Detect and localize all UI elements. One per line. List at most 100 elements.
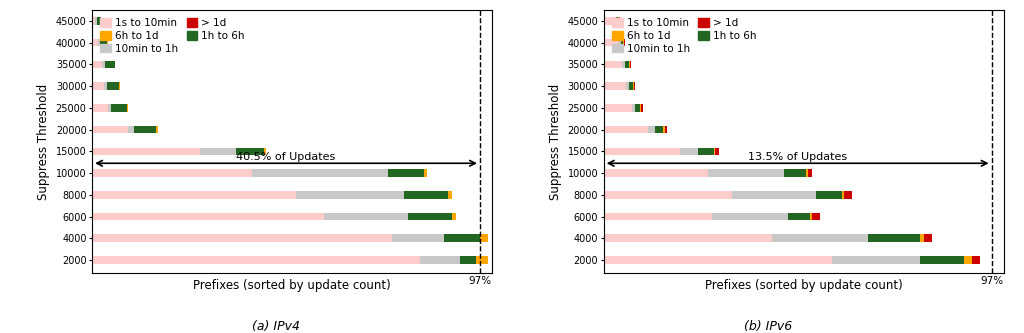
Bar xyxy=(604,191,732,198)
Bar xyxy=(808,169,812,177)
Bar xyxy=(92,256,420,264)
Bar xyxy=(714,148,716,155)
Bar xyxy=(613,17,616,25)
Bar xyxy=(127,104,128,112)
Bar xyxy=(324,213,408,220)
Bar xyxy=(629,82,633,90)
Bar xyxy=(663,126,665,134)
Text: 13.5% of Updates: 13.5% of Updates xyxy=(749,152,847,162)
Bar xyxy=(787,213,810,220)
Bar xyxy=(476,256,487,264)
Bar xyxy=(806,169,808,177)
Bar xyxy=(617,39,621,46)
Bar xyxy=(452,213,456,220)
Bar xyxy=(712,213,787,220)
Legend: 1s to 10min, 6h to 1d, 10min to 1h, > 1d, 1h to 6h: 1s to 10min, 6h to 1d, 10min to 1h, > 1d… xyxy=(97,15,248,57)
Bar xyxy=(104,61,115,68)
Bar xyxy=(867,234,920,242)
Bar xyxy=(665,126,667,134)
Bar xyxy=(920,256,964,264)
Text: (b) IPv6: (b) IPv6 xyxy=(743,320,793,333)
X-axis label: Prefixes (sorted by update count): Prefixes (sorted by update count) xyxy=(194,279,391,292)
Bar xyxy=(924,234,932,242)
Bar xyxy=(844,191,852,198)
Bar xyxy=(635,104,640,112)
Text: 40.5% of Updates: 40.5% of Updates xyxy=(237,152,336,162)
Bar xyxy=(447,191,452,198)
Bar xyxy=(708,169,783,177)
Bar xyxy=(697,148,714,155)
Bar xyxy=(460,256,476,264)
Bar xyxy=(842,191,844,198)
Bar xyxy=(92,82,104,90)
Bar xyxy=(772,234,867,242)
Bar xyxy=(604,104,632,112)
Bar xyxy=(625,61,629,68)
Bar xyxy=(972,256,980,264)
Bar xyxy=(424,169,427,177)
Bar xyxy=(732,191,816,198)
Bar xyxy=(104,82,106,90)
Bar xyxy=(92,126,128,134)
Bar xyxy=(128,126,134,134)
Bar xyxy=(964,256,972,264)
Bar xyxy=(604,213,712,220)
Bar xyxy=(604,126,648,134)
Bar xyxy=(641,104,643,112)
Bar xyxy=(604,61,622,68)
Bar xyxy=(831,256,920,264)
Legend: 1s to 10min, 6h to 1d, 10min to 1h, > 1d, 1h to 6h: 1s to 10min, 6h to 1d, 10min to 1h, > 1d… xyxy=(609,15,760,57)
Bar xyxy=(626,82,629,90)
Bar xyxy=(810,213,812,220)
Bar xyxy=(444,234,480,242)
Bar xyxy=(604,17,613,25)
Y-axis label: Suppress Threshold: Suppress Threshold xyxy=(37,83,50,200)
Bar xyxy=(92,191,296,198)
Bar xyxy=(200,148,237,155)
Bar xyxy=(480,234,487,242)
X-axis label: Prefixes (sorted by update count): Prefixes (sorted by update count) xyxy=(705,279,902,292)
Text: 97%: 97% xyxy=(980,276,1004,286)
Bar xyxy=(633,82,634,90)
Bar xyxy=(96,17,100,25)
Bar xyxy=(640,104,641,112)
Bar xyxy=(100,39,108,46)
Bar xyxy=(604,169,708,177)
Bar xyxy=(92,213,324,220)
Bar xyxy=(604,39,617,46)
Bar xyxy=(106,82,119,90)
Bar xyxy=(92,104,109,112)
Bar xyxy=(655,126,663,134)
Bar xyxy=(92,17,95,25)
Bar xyxy=(92,61,102,68)
Bar xyxy=(604,82,626,90)
Bar xyxy=(296,191,403,198)
Bar xyxy=(392,234,444,242)
Bar xyxy=(112,104,127,112)
Bar xyxy=(622,61,625,68)
Bar xyxy=(420,256,460,264)
Bar xyxy=(109,104,112,112)
Bar xyxy=(621,39,624,46)
Bar xyxy=(816,191,842,198)
Bar xyxy=(716,148,719,155)
Bar xyxy=(102,61,104,68)
Bar xyxy=(812,213,819,220)
Bar xyxy=(634,82,635,90)
Bar xyxy=(920,234,924,242)
Bar xyxy=(604,148,680,155)
Y-axis label: Suppress Threshold: Suppress Threshold xyxy=(549,83,562,200)
Bar xyxy=(92,148,200,155)
Bar xyxy=(92,39,98,46)
Bar xyxy=(604,256,831,264)
Bar xyxy=(95,17,96,25)
Bar xyxy=(388,169,424,177)
Bar xyxy=(156,126,158,134)
Bar xyxy=(92,169,252,177)
Bar xyxy=(264,148,266,155)
Bar xyxy=(632,104,635,112)
Bar xyxy=(98,39,100,46)
Text: 97%: 97% xyxy=(468,276,492,286)
Bar xyxy=(403,191,447,198)
Text: (a) IPv4: (a) IPv4 xyxy=(253,320,300,333)
